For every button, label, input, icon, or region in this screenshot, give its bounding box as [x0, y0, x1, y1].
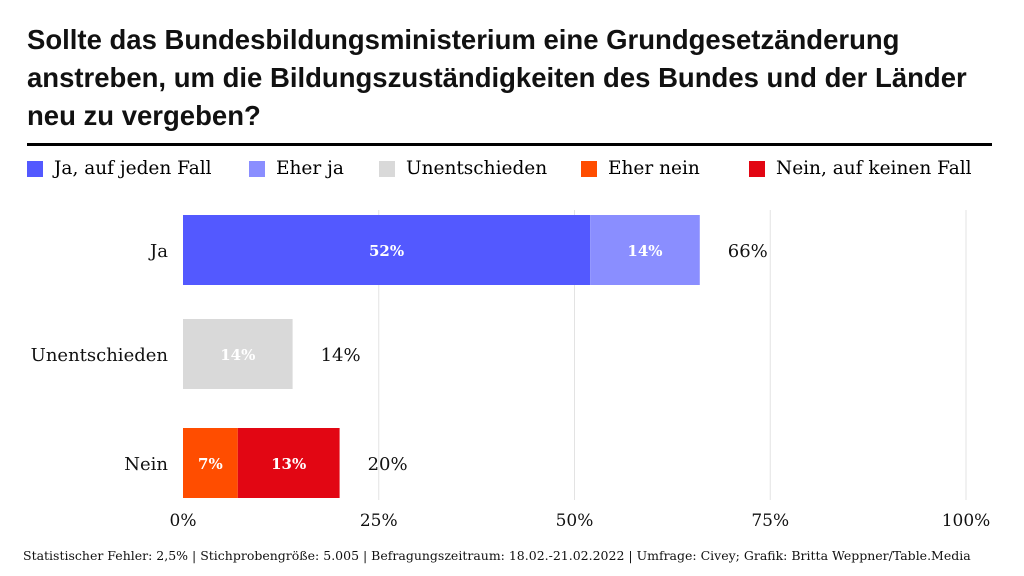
legend-label: Eher ja	[276, 158, 344, 179]
legend-label: Unentschieden	[406, 158, 548, 179]
legend-item-eher-ja: Eher ja	[249, 158, 344, 179]
legend-swatch	[379, 160, 395, 177]
category-label-nein: Nein	[124, 454, 168, 475]
legend-swatch	[581, 160, 597, 177]
bar-nein-nein-auf-keinen-fall	[237, 428, 340, 498]
legend-swatch	[27, 160, 43, 177]
legend-swatch	[749, 160, 765, 177]
category-label-unentschieden: Unentschieden	[31, 345, 169, 366]
legend-label: Ja, auf jeden Fall	[54, 158, 212, 179]
bar-label-nein-nein-auf-keinen-fall: 13%	[271, 455, 306, 473]
stacked-bar-chart: 52% 14% Ja 66% 14% Unentschieden 14% 7% 13% Nein 2…	[31, 210, 991, 531]
legend-item-nein-auf-keinen-fall: Nein, auf keinen Fall	[749, 158, 972, 179]
x-tick-label-0: 0%	[170, 511, 197, 531]
title-divider	[27, 143, 992, 146]
bar-label-unentschieden-unentschieden: 14%	[220, 346, 255, 364]
bar-label-ja-eher-ja: 14%	[627, 242, 662, 260]
category-label-ja: Ja	[148, 241, 168, 262]
bar-ja-eher-ja	[590, 215, 700, 285]
x-tick-label-25: 25%	[360, 511, 398, 531]
bar-ja-ja-auf-jeden-fall	[183, 215, 591, 285]
total-label-nein: 20%	[368, 454, 408, 475]
bar-unentschieden-unentschieden	[183, 319, 293, 389]
total-label-unentschieden: 14%	[321, 345, 361, 366]
x-tick-label-100: 100%	[942, 511, 991, 531]
x-tick-label-75: 75%	[751, 511, 789, 531]
legend-label: Nein, auf keinen Fall	[776, 158, 972, 179]
footer-source-note: Statistischer Fehler: 2,5% | Stichproben…	[23, 548, 971, 563]
total-label-ja: 66%	[728, 241, 768, 262]
bar-label-ja-ja-auf-jeden-fall: 52%	[369, 242, 404, 260]
legend-label: Eher nein	[608, 158, 700, 179]
legend-item-ja-auf-jeden-fall: Ja, auf jeden Fall	[27, 158, 212, 179]
legend-swatch	[249, 160, 265, 177]
legend-item-unentschieden: Unentschieden	[379, 158, 547, 179]
bar-nein-eher-nein	[183, 428, 238, 498]
legend-item-eher-nein: Eher nein	[581, 158, 700, 179]
x-tick-label-50: 50%	[556, 511, 594, 531]
chart-title: Sollte das Bundesbildungsministerium ein…	[27, 24, 967, 131]
bar-label-nein-eher-nein: 7%	[198, 455, 223, 473]
legend: Ja, auf jeden Fall Eher ja Unentschieden…	[27, 158, 1007, 186]
